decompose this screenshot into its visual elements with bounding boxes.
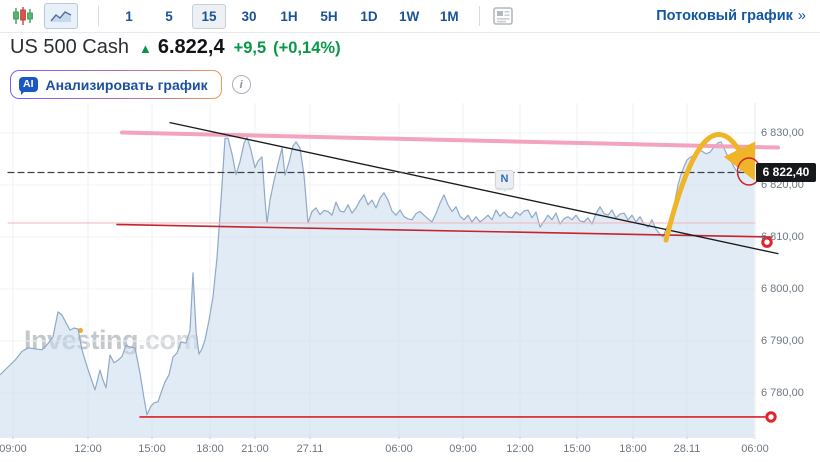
- toolbar-divider: [98, 6, 99, 26]
- ai-badge-icon: AI: [19, 77, 38, 95]
- timeframe-button-5H[interactable]: 5H: [320, 8, 338, 24]
- news-event-marker[interactable]: N: [495, 169, 514, 192]
- price-change: +9,5: [233, 39, 267, 57]
- time-axis-label: 15:00: [563, 443, 591, 455]
- time-axis-label: 27.11: [296, 443, 324, 455]
- time-axis: 09:00 12:00 15:00 18:00 21:00 27.11 06:00 09:00…: [0, 435, 820, 462]
- news-panel-icon[interactable]: [490, 4, 516, 28]
- streaming-chart-link[interactable]: Потоковый график»: [656, 8, 810, 24]
- time-axis-label: 09:00: [0, 443, 27, 455]
- info-icon[interactable]: i: [231, 75, 251, 94]
- chart-toolbar: 1 5 15 30 1H 5H 1D 1W 1M Потоковый график»: [0, 0, 820, 33]
- timeframe-button-30[interactable]: 30: [241, 8, 257, 24]
- time-axis-label: 12:00: [74, 443, 102, 455]
- time-axis-label: 18:00: [196, 443, 224, 455]
- time-axis-label: 15:00: [138, 443, 166, 455]
- price-up-arrow-icon: ▲: [138, 41, 152, 56]
- time-axis-label: 21:00: [241, 443, 269, 455]
- timeframe-button-1[interactable]: 1: [125, 8, 133, 24]
- timeframe-selector: 1 5 15 30 1H 5H 1D 1W 1M: [109, 3, 469, 29]
- instrument-header: US 500 Cash ▲ 6.822,4 +9,5 (+0,14%): [10, 36, 341, 66]
- time-axis-label: 28.11: [673, 443, 701, 455]
- price-axis-label: 6 830,00: [761, 126, 804, 139]
- timeframe-button-5[interactable]: 5: [165, 8, 173, 24]
- instrument-name: US 500 Cash: [10, 36, 129, 58]
- time-axis-label: 18:00: [619, 443, 647, 455]
- price-axis-label: 6 790,00: [761, 334, 804, 347]
- analyze-chart-label: Анализировать график: [45, 76, 208, 93]
- price-axis-label: 6 800,00: [761, 282, 804, 295]
- candlestick-chart-icon[interactable]: [10, 4, 36, 28]
- timeframe-button-1W[interactable]: 1W: [399, 8, 420, 24]
- timeframe-button-1H[interactable]: 1H: [280, 8, 298, 24]
- price-change-percent: (+0,14%): [273, 39, 341, 57]
- time-axis-label: 06:00: [385, 443, 413, 455]
- timeframe-button-1M[interactable]: 1M: [439, 8, 459, 24]
- current-price-badge: 6 822,40: [756, 162, 816, 182]
- chevron-right-icon: »: [797, 8, 806, 24]
- watermark-orange-dot: [78, 328, 83, 333]
- time-axis-label: 06:00: [741, 443, 769, 455]
- streaming-chart-label: Потоковый график: [656, 8, 793, 24]
- toolbar-divider: [479, 6, 481, 26]
- time-axis-label: 12:00: [506, 443, 534, 455]
- timeframe-button-1D[interactable]: 1D: [360, 8, 378, 24]
- area-chart-icon[interactable]: [44, 3, 78, 29]
- price-axis-label: 6 810,00: [761, 230, 804, 243]
- timeframe-button-15[interactable]: 15: [192, 3, 226, 29]
- last-price: 6.822,4: [157, 36, 225, 58]
- price-axis-label: 6 780,00: [761, 386, 804, 399]
- time-axis-label: 09:00: [449, 443, 477, 455]
- analyze-chart-button[interactable]: AI Анализировать график: [10, 70, 222, 99]
- ai-analysis-row: AI Анализировать график i: [10, 70, 251, 99]
